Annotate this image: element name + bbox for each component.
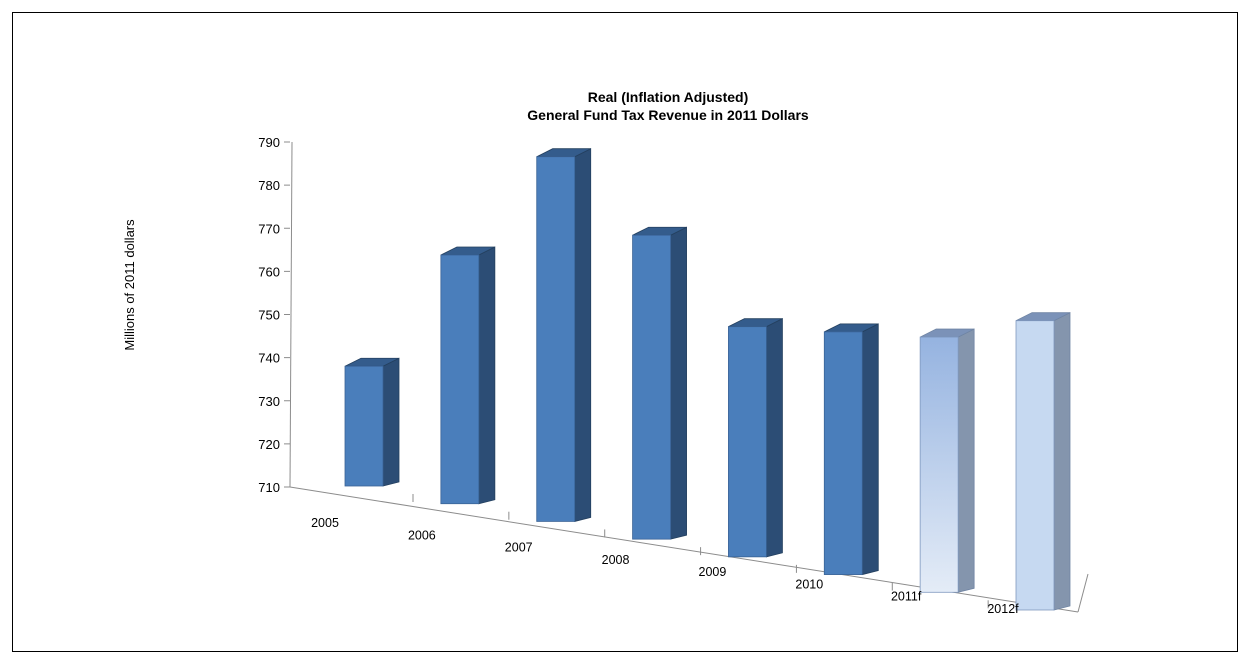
bar-side-face xyxy=(478,246,496,505)
bar-side-face xyxy=(766,318,783,558)
bar-2009 xyxy=(728,318,783,558)
bar-front-face xyxy=(344,365,384,487)
category-label: 2007 xyxy=(505,541,533,555)
bar-2006 xyxy=(440,246,496,505)
category-label: 2009 xyxy=(699,565,727,579)
bar-front-face xyxy=(919,336,959,593)
bar-front-face xyxy=(1015,320,1055,611)
category-label: 2005 xyxy=(311,516,339,530)
bar-chart: Real (Inflation Adjusted) General Fund T… xyxy=(122,89,1089,614)
bar-2007 xyxy=(536,148,592,522)
chart-title-line-2: General Fund Tax Revenue in 2011 Dollars xyxy=(527,107,809,123)
category-label: 2008 xyxy=(602,553,630,567)
bar-front-face xyxy=(728,326,767,558)
bar-2010 xyxy=(823,323,879,576)
y-tick-label: 790 xyxy=(258,135,280,150)
category-label: 2010 xyxy=(795,577,823,591)
y-tick-labels: 710 720 730 740 750 760 770 780 790 xyxy=(258,135,280,495)
bar-front-face xyxy=(632,234,671,540)
y-tick-label: 780 xyxy=(258,178,280,193)
bar-2011f xyxy=(919,328,975,593)
category-label: 2006 xyxy=(408,528,436,542)
y-tick-label: 740 xyxy=(258,351,280,366)
x-axis-depth-line xyxy=(1077,573,1089,613)
y-tick-label: 760 xyxy=(258,264,280,279)
category-labels: 2005 2006 2007 2008 2009 2010 2011f 2012f xyxy=(311,516,1019,614)
y-tick-label: 710 xyxy=(258,480,280,495)
bar-side-face xyxy=(382,357,400,487)
bar-front-face xyxy=(536,156,576,522)
bar-side-face xyxy=(670,226,687,540)
category-label: 2012f xyxy=(987,602,1019,614)
y-tick-label: 720 xyxy=(258,437,280,452)
chart-title-line-1: Real (Inflation Adjusted) xyxy=(588,89,748,105)
bar-2005 xyxy=(344,357,400,487)
bar-2008 xyxy=(632,226,687,540)
category-label: 2011f xyxy=(891,590,922,604)
bars xyxy=(344,148,1071,611)
bar-side-face xyxy=(861,323,879,576)
y-tick-label: 750 xyxy=(258,308,280,323)
bar-2012f xyxy=(1015,312,1071,611)
bar-side-face xyxy=(957,328,975,593)
y-axis-label: Millions of 2011 dollars xyxy=(122,219,137,351)
bar-front-face xyxy=(823,331,863,575)
y-tick-label: 770 xyxy=(258,221,280,236)
bar-side-face xyxy=(574,148,592,522)
bar-side-face xyxy=(1053,312,1071,611)
bar-front-face xyxy=(440,254,480,505)
y-tick-label: 730 xyxy=(258,394,280,409)
y-axis-line xyxy=(289,141,293,488)
